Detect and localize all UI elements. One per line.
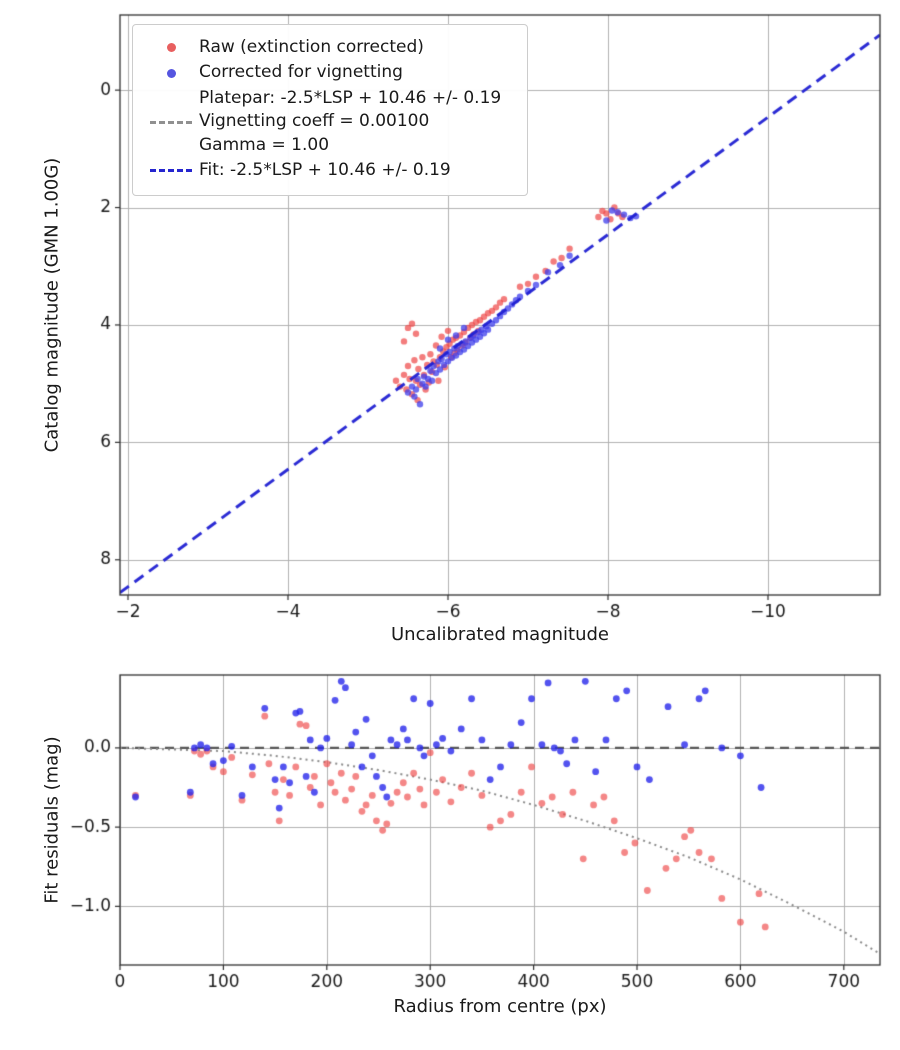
legend-label-fit: Fit: -2.5*LSP + 10.46 +/- 0.19 [199, 160, 451, 181]
corrected-marker-cell [143, 68, 199, 78]
top-xaxis-label: Uncalibrated magnitude [390, 624, 609, 645]
fit-marker-cell [143, 169, 199, 173]
vignetting-coeff-line: Vignetting coeff = 0.00100 [199, 111, 430, 132]
legend-label-platepar: Platepar: -2.5*LSP + 10.46 +/- 0.19 Vign… [199, 87, 501, 157]
legend-entry-raw: Raw (extinction corrected) [143, 36, 501, 59]
platepar-dash-icon [150, 120, 192, 124]
top-yaxis-label: Catalog magnitude (GMN 1.00G) [41, 157, 63, 453]
raw-marker-cell [143, 43, 199, 53]
gamma-line: Gamma = 1.00 [199, 134, 330, 155]
fit-dash-icon [150, 169, 192, 173]
raw-dot-icon [166, 43, 176, 53]
bottom-yaxis-label: Fit residuals (mag) [41, 736, 63, 904]
legend-entry-corrected: Corrected for vignetting [143, 61, 501, 84]
legend-label-raw: Raw (extinction corrected) [199, 37, 424, 57]
legend-label-corrected: Corrected for vignetting [199, 62, 403, 83]
legend-entry-platepar: Platepar: -2.5*LSP + 10.46 +/- 0.19 Vign… [143, 87, 501, 157]
legend: Raw (extinction corrected) Corrected for… [132, 24, 529, 196]
corrected-dot-icon [166, 68, 176, 78]
platepar-marker-cell [143, 120, 199, 124]
legend-entry-fit: Fit: -2.5*LSP + 10.46 +/- 0.19 [143, 159, 501, 182]
bottom-xaxis-label: Radius from centre (px) [393, 996, 607, 1017]
platepar-line: Platepar: -2.5*LSP + 10.46 +/- 0.19 [199, 87, 502, 108]
